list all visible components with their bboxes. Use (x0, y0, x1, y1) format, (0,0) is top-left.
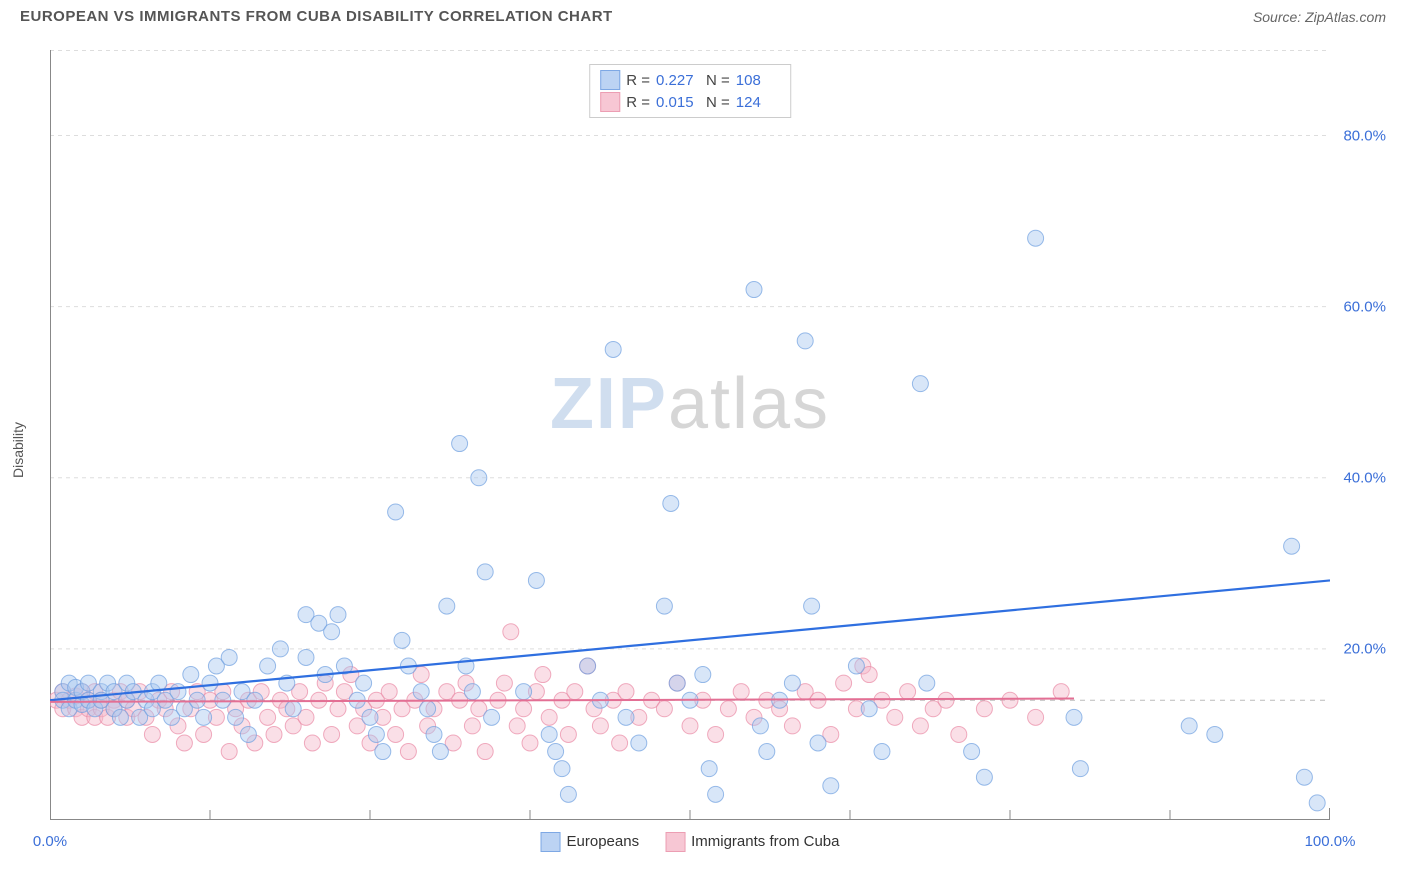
r-value-europeans: 0.227 (656, 72, 700, 89)
chart-source: Source: ZipAtlas.com (1253, 9, 1386, 25)
r-label: R = (626, 94, 650, 111)
legend-item-europeans: Europeans (541, 832, 640, 852)
n-value-europeans: 108 (736, 72, 780, 89)
chart-title: EUROPEAN VS IMMIGRANTS FROM CUBA DISABIL… (20, 8, 613, 25)
legend-label-europeans: Europeans (567, 833, 640, 850)
ytick-label: 20.0% (1343, 640, 1386, 657)
legend-stats: R = 0.227 N = 108 R = 0.015 N = 124 (589, 64, 791, 118)
r-value-cuba: 0.015 (656, 94, 700, 111)
r-label: R = (626, 72, 650, 89)
n-label: N = (706, 94, 730, 111)
plot-area: ZIPatlas R = 0.227 N = 108 R = 0.015 N =… (50, 50, 1330, 820)
n-value-cuba: 124 (736, 94, 780, 111)
legend-stats-row-cuba: R = 0.015 N = 124 (600, 91, 780, 113)
ytick-label: 80.0% (1343, 127, 1386, 144)
legend-item-cuba: Immigrants from Cuba (665, 832, 839, 852)
legend-stats-row-europeans: R = 0.227 N = 108 (600, 69, 780, 91)
plot-svg (50, 50, 1330, 820)
xtick-label-left: 0.0% (33, 833, 67, 850)
n-label: N = (706, 72, 730, 89)
y-axis-label: Disability (10, 422, 26, 478)
legend-series: Europeans Immigrants from Cuba (541, 832, 840, 852)
source-prefix: Source: (1253, 9, 1305, 25)
ytick-label: 40.0% (1343, 469, 1386, 486)
ytick-label: 60.0% (1343, 298, 1386, 315)
swatch-europeans (600, 70, 620, 90)
xtick-label-right: 100.0% (1305, 833, 1356, 850)
chart-container: Disability ZIPatlas R = 0.227 N = 108 R … (28, 40, 1388, 860)
swatch-europeans (541, 832, 561, 852)
swatch-cuba (600, 92, 620, 112)
source-name: ZipAtlas.com (1305, 9, 1386, 25)
swatch-cuba (665, 832, 685, 852)
chart-header: EUROPEAN VS IMMIGRANTS FROM CUBA DISABIL… (0, 0, 1406, 29)
legend-label-cuba: Immigrants from Cuba (691, 833, 839, 850)
